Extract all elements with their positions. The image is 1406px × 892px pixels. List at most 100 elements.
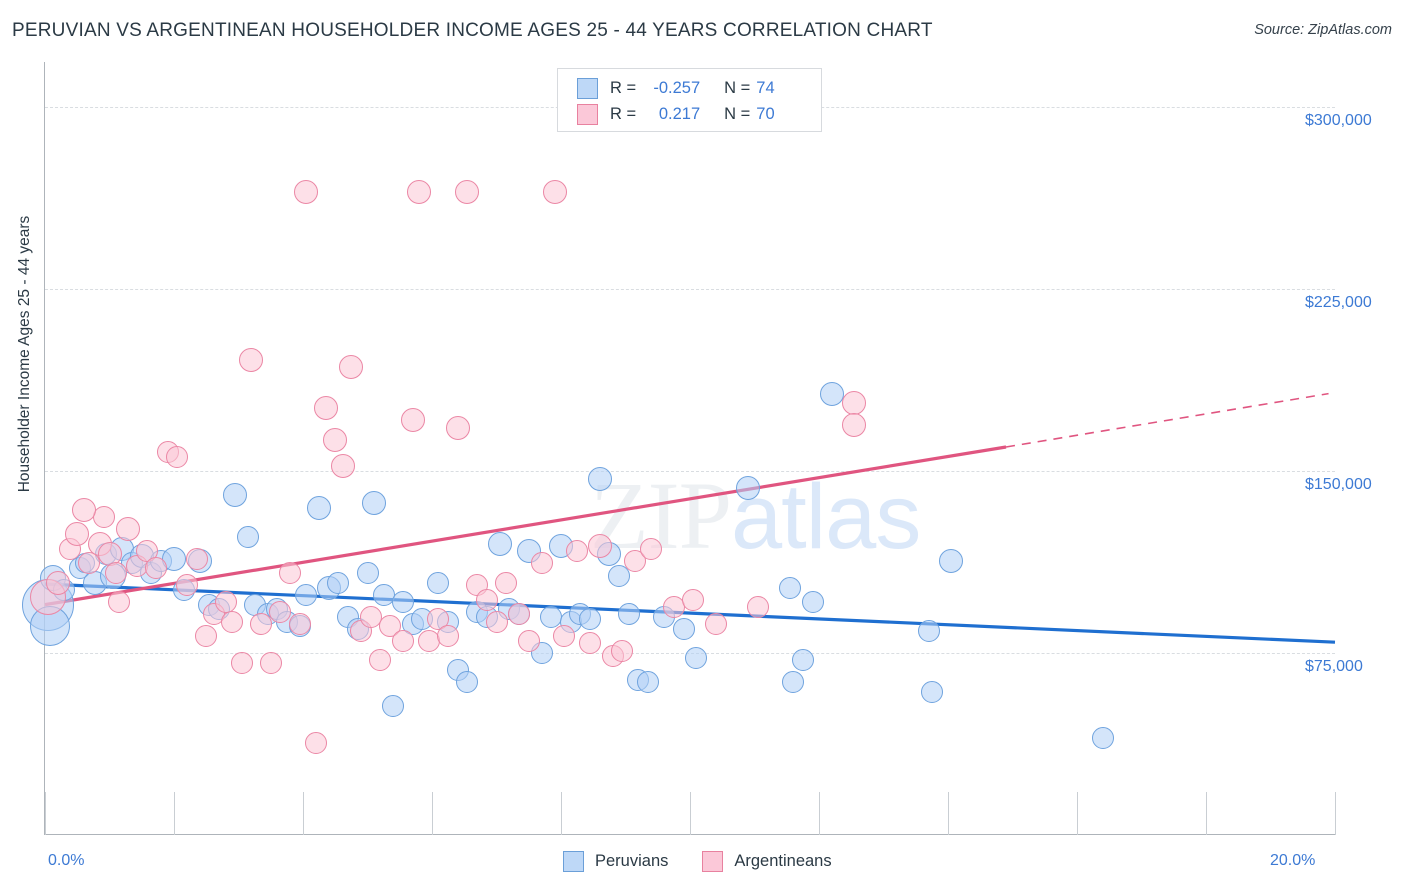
data-point[interactable] bbox=[485, 610, 508, 633]
x-tick-label: 20.0% bbox=[1270, 852, 1316, 869]
data-point[interactable] bbox=[185, 547, 208, 570]
data-point[interactable] bbox=[359, 605, 382, 628]
data-point[interactable] bbox=[508, 603, 531, 626]
data-point[interactable] bbox=[323, 427, 348, 452]
data-point[interactable] bbox=[93, 506, 116, 529]
data-point[interactable] bbox=[920, 680, 943, 703]
data-point[interactable] bbox=[445, 415, 470, 440]
x-tick bbox=[948, 792, 949, 835]
data-point[interactable] bbox=[791, 649, 814, 672]
data-point[interactable] bbox=[195, 625, 218, 648]
x-tick bbox=[1206, 792, 1207, 835]
data-point[interactable] bbox=[624, 549, 647, 572]
data-point[interactable] bbox=[166, 445, 189, 468]
data-point[interactable] bbox=[259, 651, 282, 674]
legend-swatch-argentineans bbox=[577, 103, 598, 125]
data-point[interactable] bbox=[608, 564, 631, 587]
data-point[interactable] bbox=[221, 610, 244, 633]
data-point[interactable] bbox=[356, 562, 379, 585]
data-point[interactable] bbox=[819, 381, 844, 406]
y-tick-label: $150,000 bbox=[1305, 476, 1372, 494]
data-point[interactable] bbox=[214, 591, 237, 614]
data-point[interactable] bbox=[391, 591, 414, 614]
data-point[interactable] bbox=[640, 537, 663, 560]
data-point[interactable] bbox=[144, 557, 167, 580]
data-point[interactable] bbox=[801, 591, 824, 614]
data-point[interactable] bbox=[587, 534, 612, 559]
data-point[interactable] bbox=[437, 625, 460, 648]
data-point[interactable] bbox=[542, 180, 567, 205]
data-point[interactable] bbox=[295, 583, 318, 606]
data-point[interactable] bbox=[540, 605, 563, 628]
x-tick bbox=[432, 792, 433, 835]
x-tick bbox=[174, 792, 175, 835]
data-point[interactable] bbox=[579, 632, 602, 655]
data-point[interactable] bbox=[361, 490, 386, 515]
data-point[interactable] bbox=[939, 548, 964, 573]
data-point[interactable] bbox=[65, 522, 90, 547]
data-point[interactable] bbox=[672, 617, 695, 640]
data-point[interactable] bbox=[239, 347, 264, 372]
data-point[interactable] bbox=[327, 571, 350, 594]
data-point[interactable] bbox=[175, 574, 198, 597]
data-point[interactable] bbox=[495, 571, 518, 594]
data-point[interactable] bbox=[782, 671, 805, 694]
data-point[interactable] bbox=[391, 629, 414, 652]
data-point[interactable] bbox=[427, 571, 450, 594]
data-point[interactable] bbox=[45, 570, 70, 595]
data-point[interactable] bbox=[456, 671, 479, 694]
x-tick bbox=[1335, 792, 1336, 835]
data-point[interactable] bbox=[108, 591, 131, 614]
data-point[interactable] bbox=[288, 613, 311, 636]
data-point[interactable] bbox=[330, 454, 355, 479]
series-label-peruvians: Peruvians bbox=[595, 852, 669, 870]
data-point[interactable] bbox=[230, 651, 253, 674]
legend-item-argentineans[interactable]: Argentineans bbox=[702, 851, 832, 872]
stats-row-argentineans: R = 0.217 N = 70 bbox=[577, 101, 775, 127]
data-point[interactable] bbox=[382, 695, 405, 718]
data-point[interactable] bbox=[369, 649, 392, 672]
data-point[interactable] bbox=[313, 396, 338, 421]
n-label-argentineans: N = bbox=[724, 104, 751, 123]
data-point[interactable] bbox=[842, 413, 867, 438]
data-point[interactable] bbox=[237, 525, 260, 548]
data-point[interactable] bbox=[517, 629, 540, 652]
data-point[interactable] bbox=[778, 576, 801, 599]
data-point[interactable] bbox=[475, 588, 498, 611]
data-point[interactable] bbox=[611, 639, 634, 662]
data-point[interactable] bbox=[115, 517, 140, 542]
data-point[interactable] bbox=[917, 620, 940, 643]
data-point[interactable] bbox=[842, 391, 867, 416]
data-point[interactable] bbox=[704, 613, 727, 636]
data-point[interactable] bbox=[71, 498, 96, 523]
data-point[interactable] bbox=[736, 476, 761, 501]
data-point[interactable] bbox=[617, 603, 640, 626]
data-point[interactable] bbox=[407, 180, 432, 205]
legend-item-peruvians[interactable]: Peruvians bbox=[563, 851, 668, 872]
data-point[interactable] bbox=[530, 552, 553, 575]
data-point[interactable] bbox=[455, 180, 480, 205]
data-point[interactable] bbox=[553, 625, 576, 648]
data-point[interactable] bbox=[339, 354, 364, 379]
data-point[interactable] bbox=[566, 540, 589, 563]
data-point[interactable] bbox=[685, 646, 708, 669]
data-point[interactable] bbox=[250, 613, 273, 636]
x-tick bbox=[1077, 792, 1078, 835]
data-point[interactable] bbox=[279, 562, 302, 585]
data-point[interactable] bbox=[307, 495, 332, 520]
data-point[interactable] bbox=[587, 466, 612, 491]
data-point[interactable] bbox=[104, 562, 127, 585]
data-point[interactable] bbox=[304, 731, 327, 754]
data-point[interactable] bbox=[1091, 726, 1114, 749]
data-point[interactable] bbox=[682, 588, 705, 611]
data-point[interactable] bbox=[637, 671, 660, 694]
y-tick-label: $75,000 bbox=[1305, 658, 1363, 676]
data-point[interactable] bbox=[746, 596, 769, 619]
data-point[interactable] bbox=[223, 483, 248, 508]
data-point[interactable] bbox=[579, 608, 602, 631]
data-point[interactable] bbox=[400, 408, 425, 433]
data-point[interactable] bbox=[269, 600, 292, 623]
data-point[interactable] bbox=[487, 531, 512, 556]
data-point[interactable] bbox=[77, 552, 100, 575]
data-point[interactable] bbox=[294, 180, 319, 205]
